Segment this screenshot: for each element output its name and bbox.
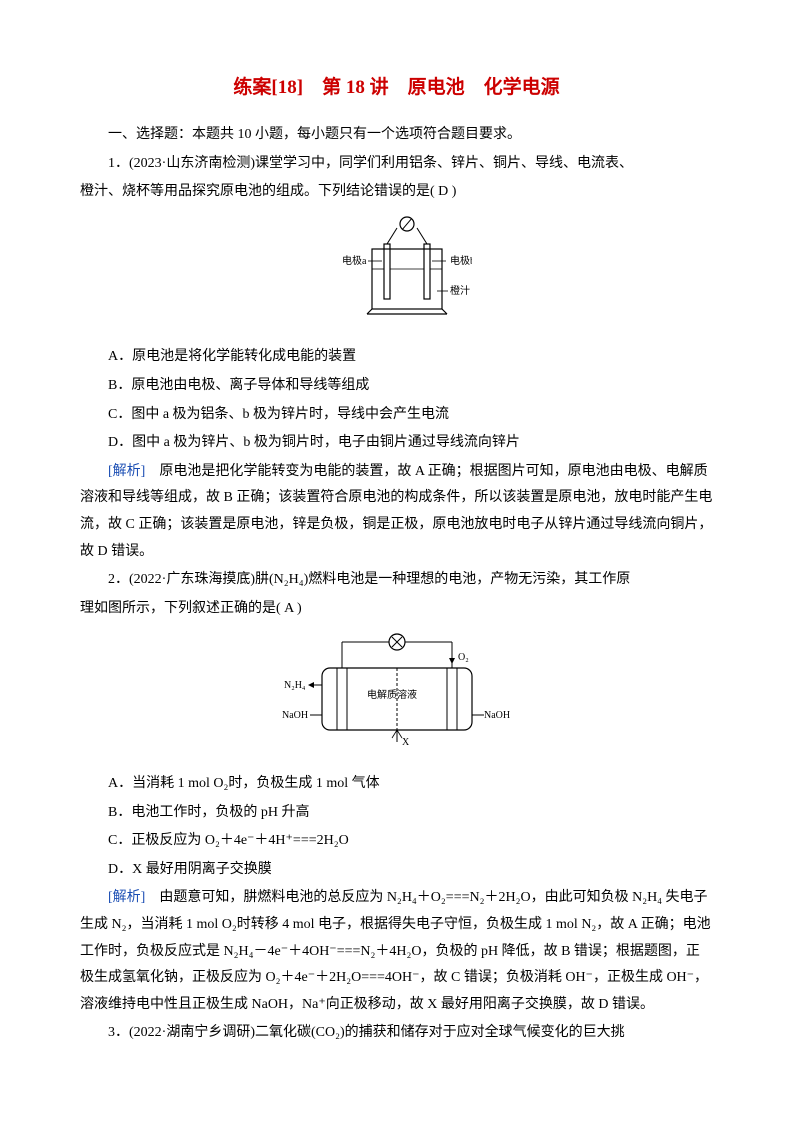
q1-stem-line2: 橙汁、烧杯等用品探究原电池的组成。下列结论错误的是( D ) [80,179,713,206]
q1-stem-line1: 1．(2023·山东济南检测)课堂学习中，同学们利用铝条、锌片、铜片、导线、电流… [80,151,713,178]
q1-analysis-label: [解析] [108,464,145,479]
q2-option-c: C．正极反应为 O₂＋4e⁻＋4H⁺===2H₂O [80,828,713,855]
o2-label: O₂ [458,652,469,663]
x-label: X [402,737,410,748]
page-title: 练案[18] 第 18 讲 原电池 化学电源 [80,70,713,106]
q1-option-d: D．图中 a 极为锌片、b 极为铜片时，电子由铜片通过导线流向锌片 [80,430,713,457]
q2-option-b: B．电池工作时，负极的 pH 升高 [80,800,713,827]
q1-option-c: C．图中 a 极为铝条、b 极为锌片时，导线中会产生电流 [80,402,713,429]
q2-stem-line1: 2．(2022·广东珠海摸底)肼(N₂H₄)燃料电池是一种理想的电池，产物无污染… [80,567,713,594]
q2-option-d: D．X 最好用阴离子交换膜 [80,857,713,884]
q1-option-a: A．原电池是将化学能转化成电能的装置 [80,344,713,371]
electrode-b-label: 电极b [450,254,472,267]
q1-figure: 电极a 电极b 橙汁 [80,214,713,335]
q2-analysis: [解析] 由题意可知，肼燃料电池的总反应为 N₂H₄＋O₂===N₂＋2H₂O，… [80,885,713,1018]
q2-analysis-text: 由题意可知，肼燃料电池的总反应为 N₂H₄＋O₂===N₂＋2H₂O，由此可知负… [80,890,711,1011]
title-text: 练案[18] 第 18 讲 原电池 化学电源 [233,77,559,98]
q2-analysis-label: [解析] [108,890,145,905]
q2-stem-line2: 理如图所示，下列叙述正确的是( A ) [80,596,713,623]
q1-analysis: [解析] 原电池是把化学能转变为电能的装置，故 A 正确；根据图片可知，原电池由… [80,459,713,565]
electrolyte-label: 电解质溶液 [367,688,417,701]
q2-option-a: A．当消耗 1 mol O₂时，负极生成 1 mol 气体 [80,771,713,798]
q3-stem: 3．(2022·湖南宁乡调研)二氧化碳(CO₂)的捕获和储存对于应对全球气候变化… [80,1020,713,1047]
juice-label: 橙汁 [450,284,470,297]
section-heading: 一、选择题：本题共 10 小题，每小题只有一个选项符合题目要求。 [80,122,713,149]
q1-option-b: B．原电池由电极、离子导体和导线等组成 [80,373,713,400]
n2h4-label: N₂H₄ [284,680,306,691]
electrode-a-label: 电极a [342,254,367,267]
naoh-right-label: NaOH [484,710,510,721]
naoh-left-label: NaOH [282,710,308,721]
beaker-diagram-icon: 电极a 电极b 橙汁 [322,214,472,324]
q2-figure: N₂H₄ NaOH O₂ NaOH 电解质溶液 X [80,630,713,761]
fuel-cell-diagram-icon: N₂H₄ NaOH O₂ NaOH 电解质溶液 X [282,630,512,750]
q1-analysis-text: 原电池是把化学能转变为电能的装置，故 A 正确；根据图片可知，原电池由电极、电解… [80,464,712,559]
